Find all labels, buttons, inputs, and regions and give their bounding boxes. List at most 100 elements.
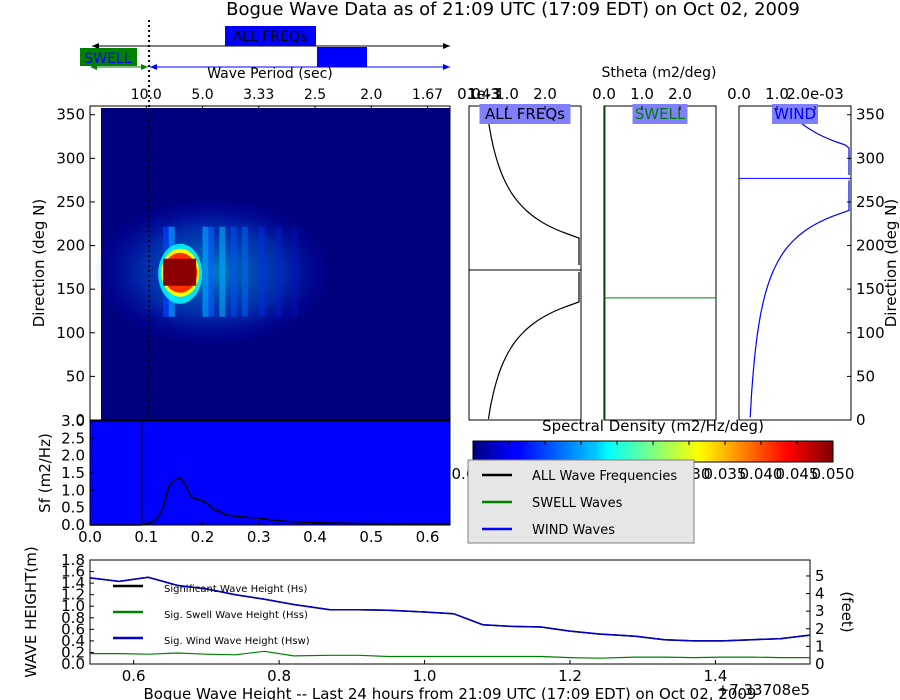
spread-panel-frame-0 [468, 105, 582, 421]
height-ytick-label-4: 0.8 [61, 609, 85, 627]
spread-panel-label-1: SWELL [635, 105, 686, 123]
height-xlabel: Bogue Wave Height -- Last 24 hours from … [144, 685, 757, 700]
spectrum-xtick-label-2: 0.2 [191, 528, 215, 546]
heatmap-ridge-2 [202, 226, 209, 317]
period-range-bars: ALL FREQs SWELL [80, 26, 450, 70]
height-ytick-label-0: 0.0 [61, 655, 85, 673]
spread-right-ytick-label-7: 350 [856, 106, 885, 124]
height-right-ytick-label-2: 2 [815, 620, 825, 638]
spread-right-ytick-label-4: 200 [856, 237, 885, 255]
hsw-series-line [89, 576, 811, 642]
spread-panel-frame-2 [738, 105, 852, 421]
period-tick-label-4: 2.0 [360, 87, 382, 103]
heatmap-ytick-label-1: 50 [66, 367, 85, 385]
heatmap-ridge-7 [258, 226, 265, 317]
heatmap-ridge-9 [292, 226, 299, 317]
spread-label-box-0 [479, 104, 571, 124]
height-axes: 0.6 0.8 1.0 1.2 1.40.00.20.40.60.81.01.21.41… [61, 551, 824, 685]
spread-xtick-label-2-0: 0.0 [727, 85, 751, 103]
height-right-ytick-label-3: 3 [815, 602, 825, 620]
spectrum-xtick-label-4: 0.4 [303, 528, 327, 546]
spectrum-legend-label-0: ALL Wave Frequencies [532, 469, 677, 484]
height-xtick-label-4: 1.4 [704, 667, 728, 685]
spectrum-legend: ALL Wave Frequencies SWELL Waves WIND Wave… [467, 459, 695, 544]
height-legend: Significant Wave Height (Hs) Sig. Swell W… [113, 584, 310, 647]
height-legend-label-1: Sig. Swell Wave Height (Hss) [164, 610, 308, 621]
spread-xtick-label-2-2: 2.0e-03 [786, 85, 844, 103]
spread-xtick-label-0-1: 1.0 [495, 85, 519, 103]
spectrum-ytick-label-0: 0.0 [61, 516, 85, 534]
height-xtick-label-0: 0.6 [122, 667, 146, 685]
swell-label-box [80, 48, 137, 66]
heatmap-ytick-label-6: 300 [56, 149, 85, 167]
height-ytick-label-2: 0.4 [61, 632, 85, 650]
heatmap-frame [89, 105, 451, 421]
heatmap-ytick-label-7: 350 [56, 106, 85, 124]
all-freqs-label-box [225, 26, 316, 46]
height-right-ylabel: (feet) [838, 591, 856, 632]
spread-xtick-label-1-0: 0.0 [592, 85, 616, 103]
height-xtick-label-1: 0.8 [267, 667, 291, 685]
height-ytick-label-7: 1.4 [61, 574, 85, 592]
height-right-ytick-label-1: 1 [815, 637, 825, 655]
colorbar-tick-label-10: 0.050 [812, 465, 855, 483]
spread-curve-upper-0 [485, 105, 580, 265]
swell-right-arrow-icon [141, 64, 148, 70]
spectrum-ytick-label-6: 3.0 [61, 412, 85, 430]
spread-xtick-label-1-1: 1.0 [630, 85, 654, 103]
hss-series-line [90, 650, 810, 659]
spectrum-ytick-label-1: 0.5 [61, 499, 85, 517]
period-tick-label-0: 10.0 [131, 87, 162, 103]
spread-right-ytick-label-6: 300 [856, 149, 885, 167]
spread-xtick-label-0-0: 0.0 [457, 85, 481, 103]
spectrum-xtick-label-6: 0.6 [416, 528, 440, 546]
spread-panel-frame-1 [603, 105, 717, 421]
spectrum-ytick-label-4: 2.0 [61, 447, 85, 465]
spread-panel-label-2: WIND [774, 105, 816, 123]
colorbar-label: Spectral Density (m2/Hz/deg) [542, 417, 764, 435]
period-tick-label-1: 5.0 [191, 87, 213, 103]
height-legend-label-2: Sig. Wind Wave Height (Hsw) [164, 636, 310, 647]
heatmap-ridge-3 [208, 226, 215, 317]
height-ylabel: WAVE HEIGHT(m) [22, 546, 40, 677]
peak-core [163, 258, 197, 286]
height-ytick-label-1: 0.2 [61, 643, 85, 661]
wave-period-label: Wave Period (sec) [207, 66, 333, 82]
heatmap-ridge-8 [275, 226, 282, 317]
spectrum-background [90, 421, 450, 525]
heatmap-ridges [92, 196, 333, 347]
heatmap-ytick-label-4: 200 [56, 237, 85, 255]
spread-xtick-label-0-2: 2.0 [533, 85, 557, 103]
spectrum-xtick-label-0: 0.0 [78, 528, 102, 546]
height-ytick-label-6: 1.2 [61, 586, 85, 604]
spread-curve-lower-0 [487, 272, 580, 420]
spread-curve-lower-2 [749, 180, 850, 418]
height-ytick-label-5: 1.0 [61, 597, 85, 615]
height-ytick-label-9: 1.8 [61, 551, 85, 569]
spectrum-axes: 0.0 0.1 0.2 0.3 0.4 0.5 0.60.00.51.01.52.02.53… [61, 412, 439, 546]
spread-right-ylabel: Direction (deg N) [882, 199, 900, 328]
height-ytick-label-3: 0.6 [61, 620, 85, 638]
wind-right-arrow-icon [443, 64, 450, 70]
spread-xtick-label-2-1: 1.0 [765, 85, 789, 103]
period-axis: 10.0 5.0 3.33 2.5 2.0 1.67 1.43 [131, 87, 499, 110]
period-tick-label-5: 1.67 [412, 87, 443, 103]
spectrum-xtick-label-1: 0.1 [134, 528, 158, 546]
spread-right-ytick-label-0: 0 [856, 411, 866, 429]
swell-scale-label: SWELL [84, 51, 131, 67]
heatmap-ridge-5 [230, 226, 237, 317]
frequency-spectrum-plot: 0.0 0.1 0.2 0.3 0.4 0.5 0.60.00.51.01.52.02.53… [36, 412, 451, 546]
wind-range-block [317, 47, 367, 67]
wind-left-arrow-icon [150, 64, 157, 70]
spectrum-curve [90, 477, 450, 526]
spectrum-ytick-label-5: 2.5 [61, 429, 85, 447]
wave-height-plot: Significant Wave Height (Hs) Sig. Swell W… [22, 546, 856, 700]
spectrum-ylabel: Sf (m2/Hz) [36, 433, 54, 513]
height-xtick-label-3: 1.2 [558, 667, 582, 685]
spread-right-ytick-label-2: 100 [856, 324, 885, 342]
height-ytick-label-8: 1.6 [61, 563, 85, 581]
heatmap-ylabel: Direction (deg N) [30, 199, 48, 328]
